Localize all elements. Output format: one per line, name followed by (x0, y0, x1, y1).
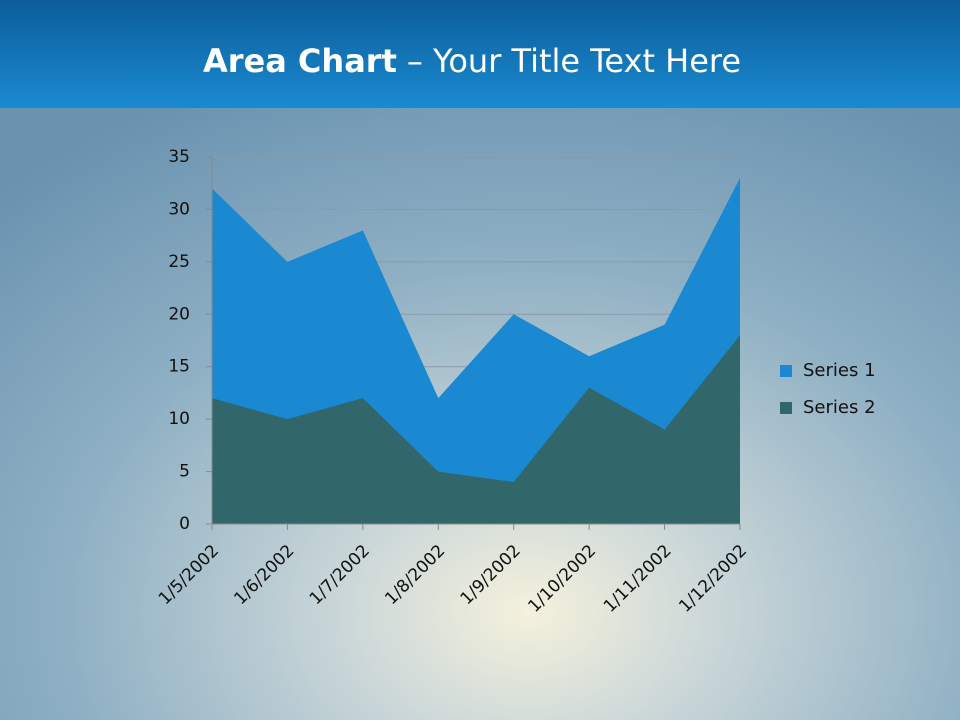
y-tick-label: 5 (179, 462, 190, 482)
legend-label: Series 1 (803, 360, 876, 381)
title-rest: – Your Title Text Here (407, 42, 741, 80)
y-tick-label: 30 (168, 199, 190, 219)
y-tick-label: 20 (168, 304, 190, 324)
y-tick-label: 10 (168, 409, 190, 429)
y-tick-label: 15 (168, 357, 190, 377)
legend-swatch (780, 365, 792, 377)
legend-swatch (780, 402, 792, 414)
title-bold: Area Chart (203, 42, 397, 80)
y-tick-label: 0 (179, 514, 190, 534)
y-tick-label: 25 (168, 252, 190, 272)
area (212, 335, 740, 524)
y-tick-label: 35 (168, 147, 190, 167)
slide-title: Area Chart – Your Title Text Here (203, 42, 741, 80)
header-band (0, 0, 960, 108)
legend-label: Series 2 (803, 397, 876, 418)
